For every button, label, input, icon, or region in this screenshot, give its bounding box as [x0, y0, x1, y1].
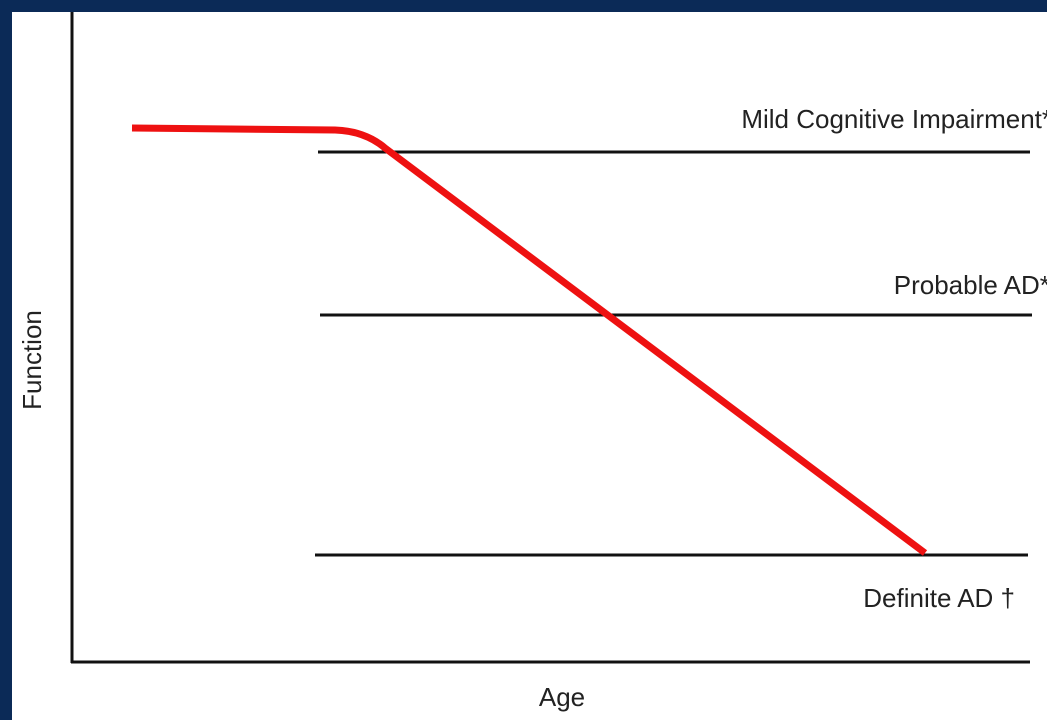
stage-label: Mild Cognitive Impairment* — [741, 104, 1047, 134]
y-axis-label: Function — [17, 310, 47, 410]
stage-label: Probable AD** — [894, 270, 1047, 300]
x-axis-label: Age — [539, 682, 585, 712]
stage-label: Definite AD † — [863, 583, 1015, 613]
decline-curve — [131, 124, 928, 556]
